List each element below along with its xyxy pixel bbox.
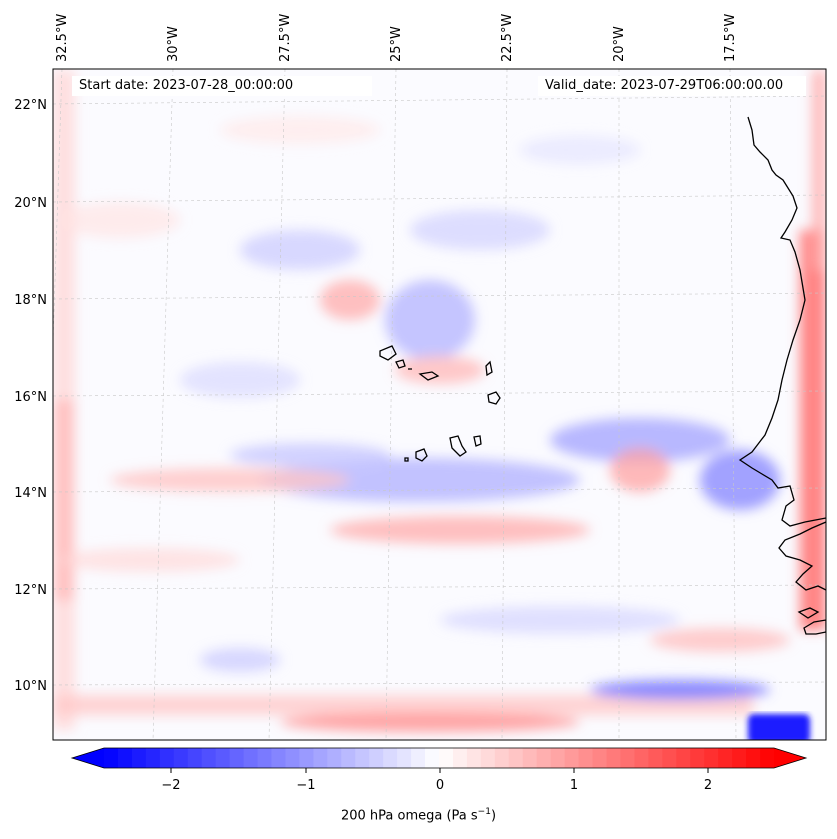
colorbar-tick-label: 1 [570, 778, 578, 793]
colorbar-segment [634, 748, 649, 768]
lat-label: 12°N [14, 583, 47, 598]
colorbar-segment [299, 748, 314, 768]
colorbar-segment [369, 748, 384, 768]
colorbar-segment [480, 748, 496, 768]
lon-label: 32.5°W [55, 14, 70, 62]
colorbar-tick-label: 2 [704, 778, 712, 793]
colorbar-tick-label: −2 [161, 778, 180, 793]
colorbar-segment [704, 748, 719, 768]
colorbar-segment [550, 748, 566, 768]
colorbar-segment [690, 748, 705, 768]
colorbar-segment [606, 748, 621, 768]
lon-label: 20°W [612, 26, 627, 62]
lat-label: 10°N [14, 679, 47, 694]
colorbar-segment [648, 748, 663, 768]
colorbar-segment [425, 748, 440, 768]
lat-label: 14°N [14, 486, 47, 501]
colorbar-segment [117, 748, 133, 768]
colorbar-segment [187, 748, 203, 768]
colorbar-ticks: −2 −1 0 1 2 [161, 768, 712, 793]
colorbar-segment [215, 748, 231, 768]
colorbar-segment [257, 748, 272, 768]
colorbar-label-sup: −1 [477, 807, 491, 817]
colorbar-segment [271, 748, 286, 768]
longitude-labels: 32.5°W 30°W 27.5°W 25°W 22.5°W 20°W 17.5… [55, 14, 738, 62]
colorbar-segment [522, 748, 538, 768]
lon-label: 27.5°W [278, 14, 293, 62]
lat-label: 20°N [14, 196, 47, 211]
colorbar-segment [159, 748, 175, 768]
colorbar-segment [285, 748, 300, 768]
colorbar-label-end: ) [490, 808, 497, 824]
lon-label: 17.5°W [723, 14, 738, 62]
colorbar-segment [229, 748, 244, 768]
lon-label: 25°W [389, 26, 404, 62]
start-date-box [72, 76, 372, 96]
valid-date-label: Valid_date: 2023-07-29T06:00:00.00 [545, 78, 784, 93]
lat-label: 16°N [14, 390, 47, 405]
colorbar-segment [383, 748, 398, 768]
colorbar-segment [564, 748, 579, 768]
colorbar-extend-min [72, 748, 104, 768]
colorbar-segment [592, 748, 607, 768]
lat-label: 18°N [14, 293, 47, 308]
colorbar-segment [578, 748, 593, 768]
colorbar-segment [494, 748, 510, 768]
colorbar-segment [313, 748, 328, 768]
colorbar-segment [718, 748, 733, 768]
map-frame [52, 68, 827, 741]
map-background [53, 69, 826, 740]
colorbar-segment [173, 748, 189, 768]
colorbar-outline [70, 747, 808, 769]
colorbar-segment [104, 748, 119, 768]
colorbar-segment [131, 748, 147, 768]
colorbar-label: 200 hPa omega (Pa s−1) [0, 807, 837, 823]
colorbar-segment [760, 748, 775, 768]
lon-label: 30°W [166, 26, 181, 62]
colorbar-segment [620, 748, 635, 768]
colorbar-segment [439, 748, 454, 768]
colorbar-segment [536, 748, 552, 768]
colorbar-segment [676, 748, 691, 768]
lon-label: 22.5°W [500, 14, 515, 62]
colorbar-segment [355, 748, 370, 768]
colorbar-segment [243, 748, 258, 768]
colorbar-segment [508, 748, 524, 768]
start-date-label: Start date: 2023-07-28_00:00:00 [79, 78, 294, 93]
colorbar-segment [466, 748, 482, 768]
colorbar-segment [397, 748, 412, 768]
colorbar-label-main: 200 hPa omega (Pa s [340, 808, 478, 824]
strong-descent-patch [748, 714, 810, 740]
valid-date-box [538, 76, 806, 96]
omega-field [53, 70, 826, 732]
colorbar-segment [341, 748, 356, 768]
latitude-labels: 22°N 20°N 18°N 16°N 14°N 12°N 10°N [14, 98, 47, 694]
colorbar-segment [662, 748, 677, 768]
colorbar-tick-label: 0 [436, 778, 444, 793]
colorbar-segment [327, 748, 342, 768]
gridlines [53, 69, 826, 740]
colorbar-extend-max [774, 748, 806, 768]
colorbar-segment [411, 748, 426, 768]
colorbar-segment [746, 748, 761, 768]
colorbar-segment [201, 748, 217, 768]
colorbar-segment [452, 748, 468, 768]
colorbar-segment [145, 748, 161, 768]
colorbar [70, 747, 808, 769]
colorbar-tick-label: −1 [296, 778, 315, 793]
lat-label: 22°N [14, 98, 47, 113]
coastline [379, 116, 826, 635]
colorbar-segment [732, 748, 747, 768]
